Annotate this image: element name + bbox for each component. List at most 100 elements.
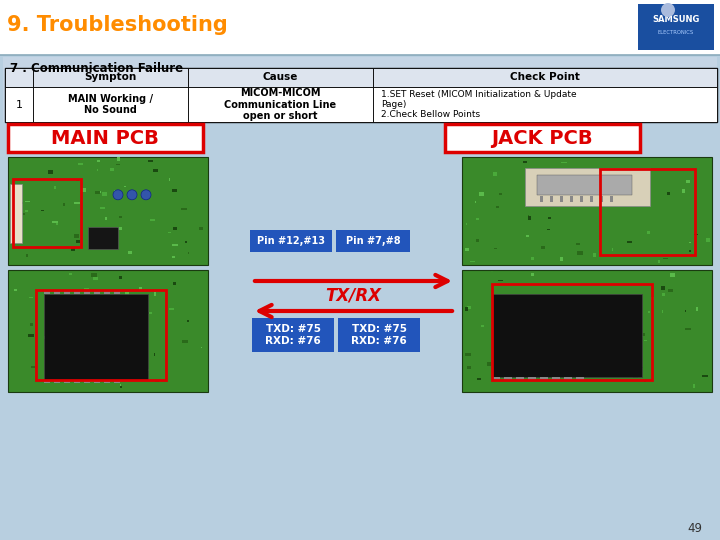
Bar	[96, 191, 101, 193]
Bar	[487, 362, 490, 366]
Bar	[633, 374, 638, 378]
Bar	[84, 292, 90, 294]
Bar	[465, 160, 468, 163]
Bar	[182, 340, 188, 343]
Bar	[598, 221, 604, 222]
Bar	[29, 296, 33, 298]
Bar	[38, 347, 45, 349]
Bar	[540, 193, 541, 195]
Bar	[556, 369, 559, 374]
Bar	[575, 191, 580, 194]
Bar	[5, 68, 717, 122]
Bar	[516, 377, 524, 380]
Bar	[22, 248, 25, 249]
Text: Pin #7,#8: Pin #7,#8	[346, 236, 400, 246]
Bar	[74, 234, 79, 238]
Bar	[172, 244, 178, 246]
Bar	[685, 180, 690, 183]
Circle shape	[113, 190, 123, 200]
Text: 1: 1	[16, 99, 22, 110]
Bar	[648, 311, 650, 313]
Bar	[11, 357, 13, 361]
Bar	[549, 197, 552, 202]
Bar	[150, 219, 155, 221]
Bar	[93, 277, 98, 280]
Bar	[658, 260, 660, 263]
Bar	[26, 254, 28, 256]
Bar	[88, 227, 118, 249]
Bar	[544, 342, 546, 346]
Bar	[148, 204, 150, 207]
Bar	[91, 273, 96, 277]
Bar	[537, 176, 632, 195]
Bar	[105, 217, 107, 220]
Bar	[336, 230, 410, 252]
Bar	[168, 232, 171, 233]
Bar	[71, 247, 75, 251]
Bar	[689, 249, 691, 252]
Bar	[706, 238, 711, 241]
Bar	[92, 326, 94, 329]
Text: TX/RX: TX/RX	[325, 287, 381, 305]
Bar	[559, 197, 562, 202]
Bar	[55, 222, 58, 225]
Bar	[200, 345, 202, 347]
Text: MAIN PCB: MAIN PCB	[51, 129, 159, 147]
Bar	[523, 161, 527, 163]
Bar	[560, 257, 563, 261]
Text: ELECTRONICS: ELECTRONICS	[658, 30, 694, 35]
Circle shape	[127, 190, 137, 200]
Bar	[510, 326, 516, 329]
Bar	[44, 292, 50, 294]
Bar	[680, 310, 682, 313]
Bar	[173, 256, 176, 258]
Bar	[550, 179, 554, 180]
Bar	[198, 280, 204, 283]
Bar	[33, 87, 188, 122]
Text: Pin #12,#13: Pin #12,#13	[257, 236, 325, 246]
Bar	[690, 294, 692, 298]
Bar	[10, 184, 22, 244]
Bar	[668, 289, 673, 292]
Bar	[518, 183, 524, 184]
Text: Check Point: Check Point	[510, 72, 580, 83]
Bar	[127, 252, 132, 254]
Bar	[445, 124, 640, 152]
Bar	[80, 302, 85, 306]
Bar	[600, 197, 603, 202]
Bar	[703, 375, 708, 377]
Bar	[148, 160, 153, 163]
Bar	[504, 377, 512, 380]
Bar	[523, 324, 526, 327]
Bar	[48, 171, 53, 174]
Bar	[8, 124, 203, 152]
Bar	[105, 377, 109, 379]
Bar	[577, 251, 582, 255]
Bar	[3, 57, 717, 122]
Bar	[94, 380, 100, 383]
Text: SAMSUNG: SAMSUNG	[652, 16, 700, 24]
Bar	[45, 367, 49, 370]
Bar	[100, 311, 105, 315]
Bar	[114, 190, 117, 192]
Bar	[117, 164, 120, 165]
Bar	[117, 374, 120, 377]
Bar	[58, 304, 63, 305]
Bar	[480, 192, 485, 195]
Bar	[165, 189, 169, 193]
Bar	[465, 353, 471, 356]
Bar	[476, 239, 480, 242]
Text: 9. Troubleshooting: 9. Troubleshooting	[7, 15, 228, 35]
Bar	[627, 241, 631, 243]
Bar	[74, 380, 80, 383]
Bar	[696, 307, 698, 311]
Bar	[636, 361, 640, 362]
Bar	[528, 215, 529, 218]
Bar	[171, 189, 178, 192]
Bar	[173, 282, 176, 285]
Bar	[639, 255, 644, 256]
Bar	[17, 185, 19, 187]
Bar	[5, 68, 33, 87]
Bar	[662, 310, 663, 313]
Bar	[576, 243, 580, 245]
